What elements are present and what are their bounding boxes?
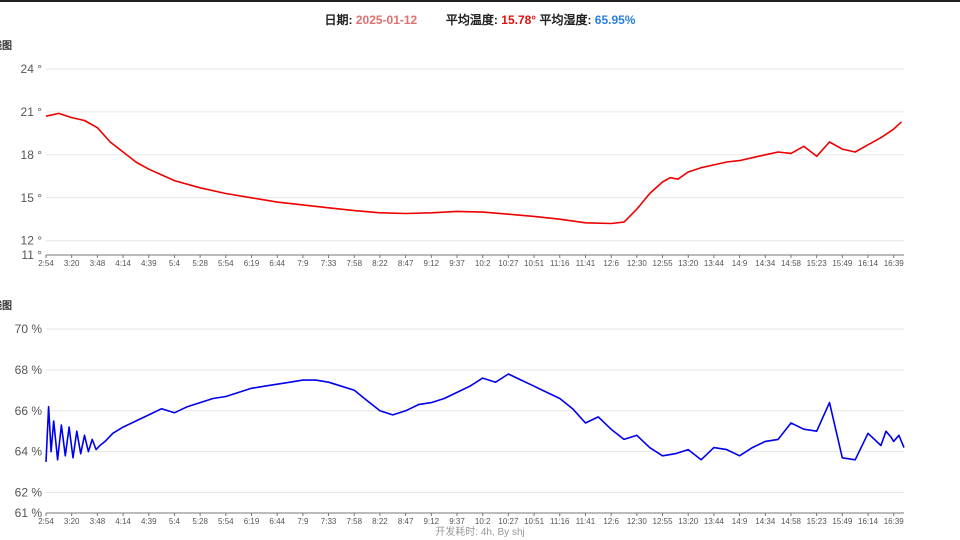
- x-tick-label: 14:9: [732, 259, 748, 268]
- x-tick-label: 3:48: [90, 517, 106, 526]
- x-tick-label: 13:44: [704, 517, 725, 526]
- x-tick-label: 12:6: [603, 259, 619, 268]
- x-tick-label: 7:33: [321, 259, 337, 268]
- x-tick-label: 8:47: [398, 517, 414, 526]
- x-tick-label: 6:19: [244, 517, 260, 526]
- x-tick-label: 14:9: [732, 517, 748, 526]
- x-tick-label: 5:54: [218, 259, 234, 268]
- temperature-series-line: [45, 112, 902, 225]
- x-tick-label: 10:51: [524, 259, 545, 268]
- x-tick-label: 11:16: [550, 259, 570, 268]
- x-tick-label: 13:20: [678, 259, 699, 268]
- x-tick-label: 3:48: [90, 259, 106, 268]
- x-tick-label: 5:54: [218, 517, 234, 526]
- x-tick-label: 15:49: [832, 517, 853, 526]
- y-tick-label: 62 %: [15, 486, 43, 500]
- date-label: 日期:: [324, 13, 356, 27]
- top-border: [0, 0, 960, 2]
- x-tick-label: 13:44: [704, 259, 725, 268]
- y-tick-label: 12 °: [21, 234, 43, 248]
- y-tick-label: 21 °: [21, 105, 43, 119]
- x-tick-label: 4:39: [141, 259, 157, 268]
- x-tick-label: 9:37: [449, 517, 465, 526]
- x-tick-label: 16:39: [884, 259, 905, 268]
- x-tick-label: 7:58: [346, 259, 362, 268]
- y-tick-label: 18 °: [21, 148, 43, 162]
- x-tick-label: 16:14: [858, 517, 879, 526]
- x-tick-label: 14:58: [781, 259, 802, 268]
- x-tick-label: 14:34: [755, 517, 776, 526]
- y-tick-label: 61 %: [15, 506, 43, 520]
- x-tick-label: 16:39: [884, 517, 905, 526]
- temperature-chart-title: 线图: [0, 41, 12, 52]
- x-tick-label: 11:41: [576, 259, 596, 268]
- x-tick-label: 10:27: [498, 259, 519, 268]
- x-tick-label: 7:58: [346, 517, 362, 526]
- x-tick-label: 8:22: [372, 259, 388, 268]
- x-tick-label: 4:14: [115, 259, 131, 268]
- x-tick-label: 15:23: [807, 259, 828, 268]
- y-tick-label: 66 %: [15, 404, 43, 418]
- x-tick-label: 7:9: [297, 259, 309, 268]
- x-tick-label: 14:58: [781, 517, 802, 526]
- x-tick-label: 3:20: [64, 517, 80, 526]
- x-tick-label: 12:6: [603, 517, 619, 526]
- avg-hum-value: 65.95%: [594, 13, 636, 27]
- x-tick-label: 14:34: [755, 259, 776, 268]
- x-tick-label: 3:20: [64, 259, 80, 268]
- x-tick-label: 5:4: [169, 517, 181, 526]
- x-tick-label: 12:55: [653, 517, 674, 526]
- x-tick-label: 8:47: [398, 259, 414, 268]
- x-tick-label: 6:19: [244, 259, 260, 268]
- x-tick-label: 9:12: [424, 517, 440, 526]
- x-tick-label: 6:44: [269, 259, 285, 268]
- humidity-line-chart: 61 % 62 % 64 % 66 % 68 % 70 % 2:54 3:20 3:48 4:14…: [15, 322, 905, 526]
- x-tick-label: 4:39: [141, 517, 157, 526]
- x-tick-label: 7:33: [321, 517, 337, 526]
- x-tick-label: 10:2: [475, 517, 491, 526]
- x-tick-label: 4:14: [115, 517, 131, 526]
- x-tick-label: 15:23: [807, 517, 828, 526]
- y-tick-label: 11 °: [21, 248, 42, 262]
- avg-hum-label: 平均湿度:: [539, 13, 595, 27]
- humidity-chart-title: 线图: [0, 301, 12, 312]
- y-tick-label: 70 %: [15, 322, 43, 336]
- x-tick-label: 11:41: [576, 517, 596, 526]
- x-tick-label: 5:28: [192, 517, 208, 526]
- temperature-line-chart: 11 °12 ° 15 ° 18 ° 21 ° 24 ° 2:54 3:20 3:48 4:14…: [21, 62, 905, 268]
- y-tick-label: 68 %: [15, 363, 43, 377]
- x-tick-label: 8:22: [372, 517, 388, 526]
- humidity-series-line: [45, 373, 905, 462]
- y-tick-label: 15 °: [21, 191, 43, 205]
- x-tick-label: 10:51: [524, 517, 545, 526]
- x-tick-label: 12:30: [627, 517, 648, 526]
- x-tick-label: 5:4: [169, 259, 181, 268]
- x-tick-label: 10:27: [498, 517, 519, 526]
- y-tick-label: 64 %: [15, 445, 43, 459]
- x-tick-label: 15:49: [832, 259, 853, 268]
- x-tick-label: 16:14: [858, 259, 879, 268]
- x-tick-label: 13:20: [678, 517, 699, 526]
- x-tick-label: 6:44: [269, 517, 285, 526]
- x-tick-label: 7:9: [297, 517, 309, 526]
- x-tick-label: 12:30: [627, 259, 648, 268]
- x-tick-label: 5:28: [192, 259, 208, 268]
- date-value: 2025-01-12: [355, 13, 418, 27]
- avg-temp-value: 15.78°: [501, 13, 537, 27]
- footer-credit: 开发耗时: 4h, By shj: [435, 527, 525, 538]
- x-tick-label: 10:2: [475, 259, 491, 268]
- x-tick-label: 9:12: [424, 259, 440, 268]
- x-tick-label: 9:37: [449, 259, 465, 268]
- x-tick-label: 11:16: [550, 517, 570, 526]
- y-tick-label: 24 °: [21, 62, 43, 76]
- x-tick-label: 2:54: [38, 517, 54, 526]
- x-tick-label: 12:55: [653, 259, 674, 268]
- avg-temp-label: 平均温度:: [445, 13, 502, 27]
- x-tick-label: 2:54: [38, 259, 54, 268]
- summary-header: 日期: 2025-01-12 平均温度: 15.78° 平均湿度: 65.95%: [0, 11, 960, 28]
